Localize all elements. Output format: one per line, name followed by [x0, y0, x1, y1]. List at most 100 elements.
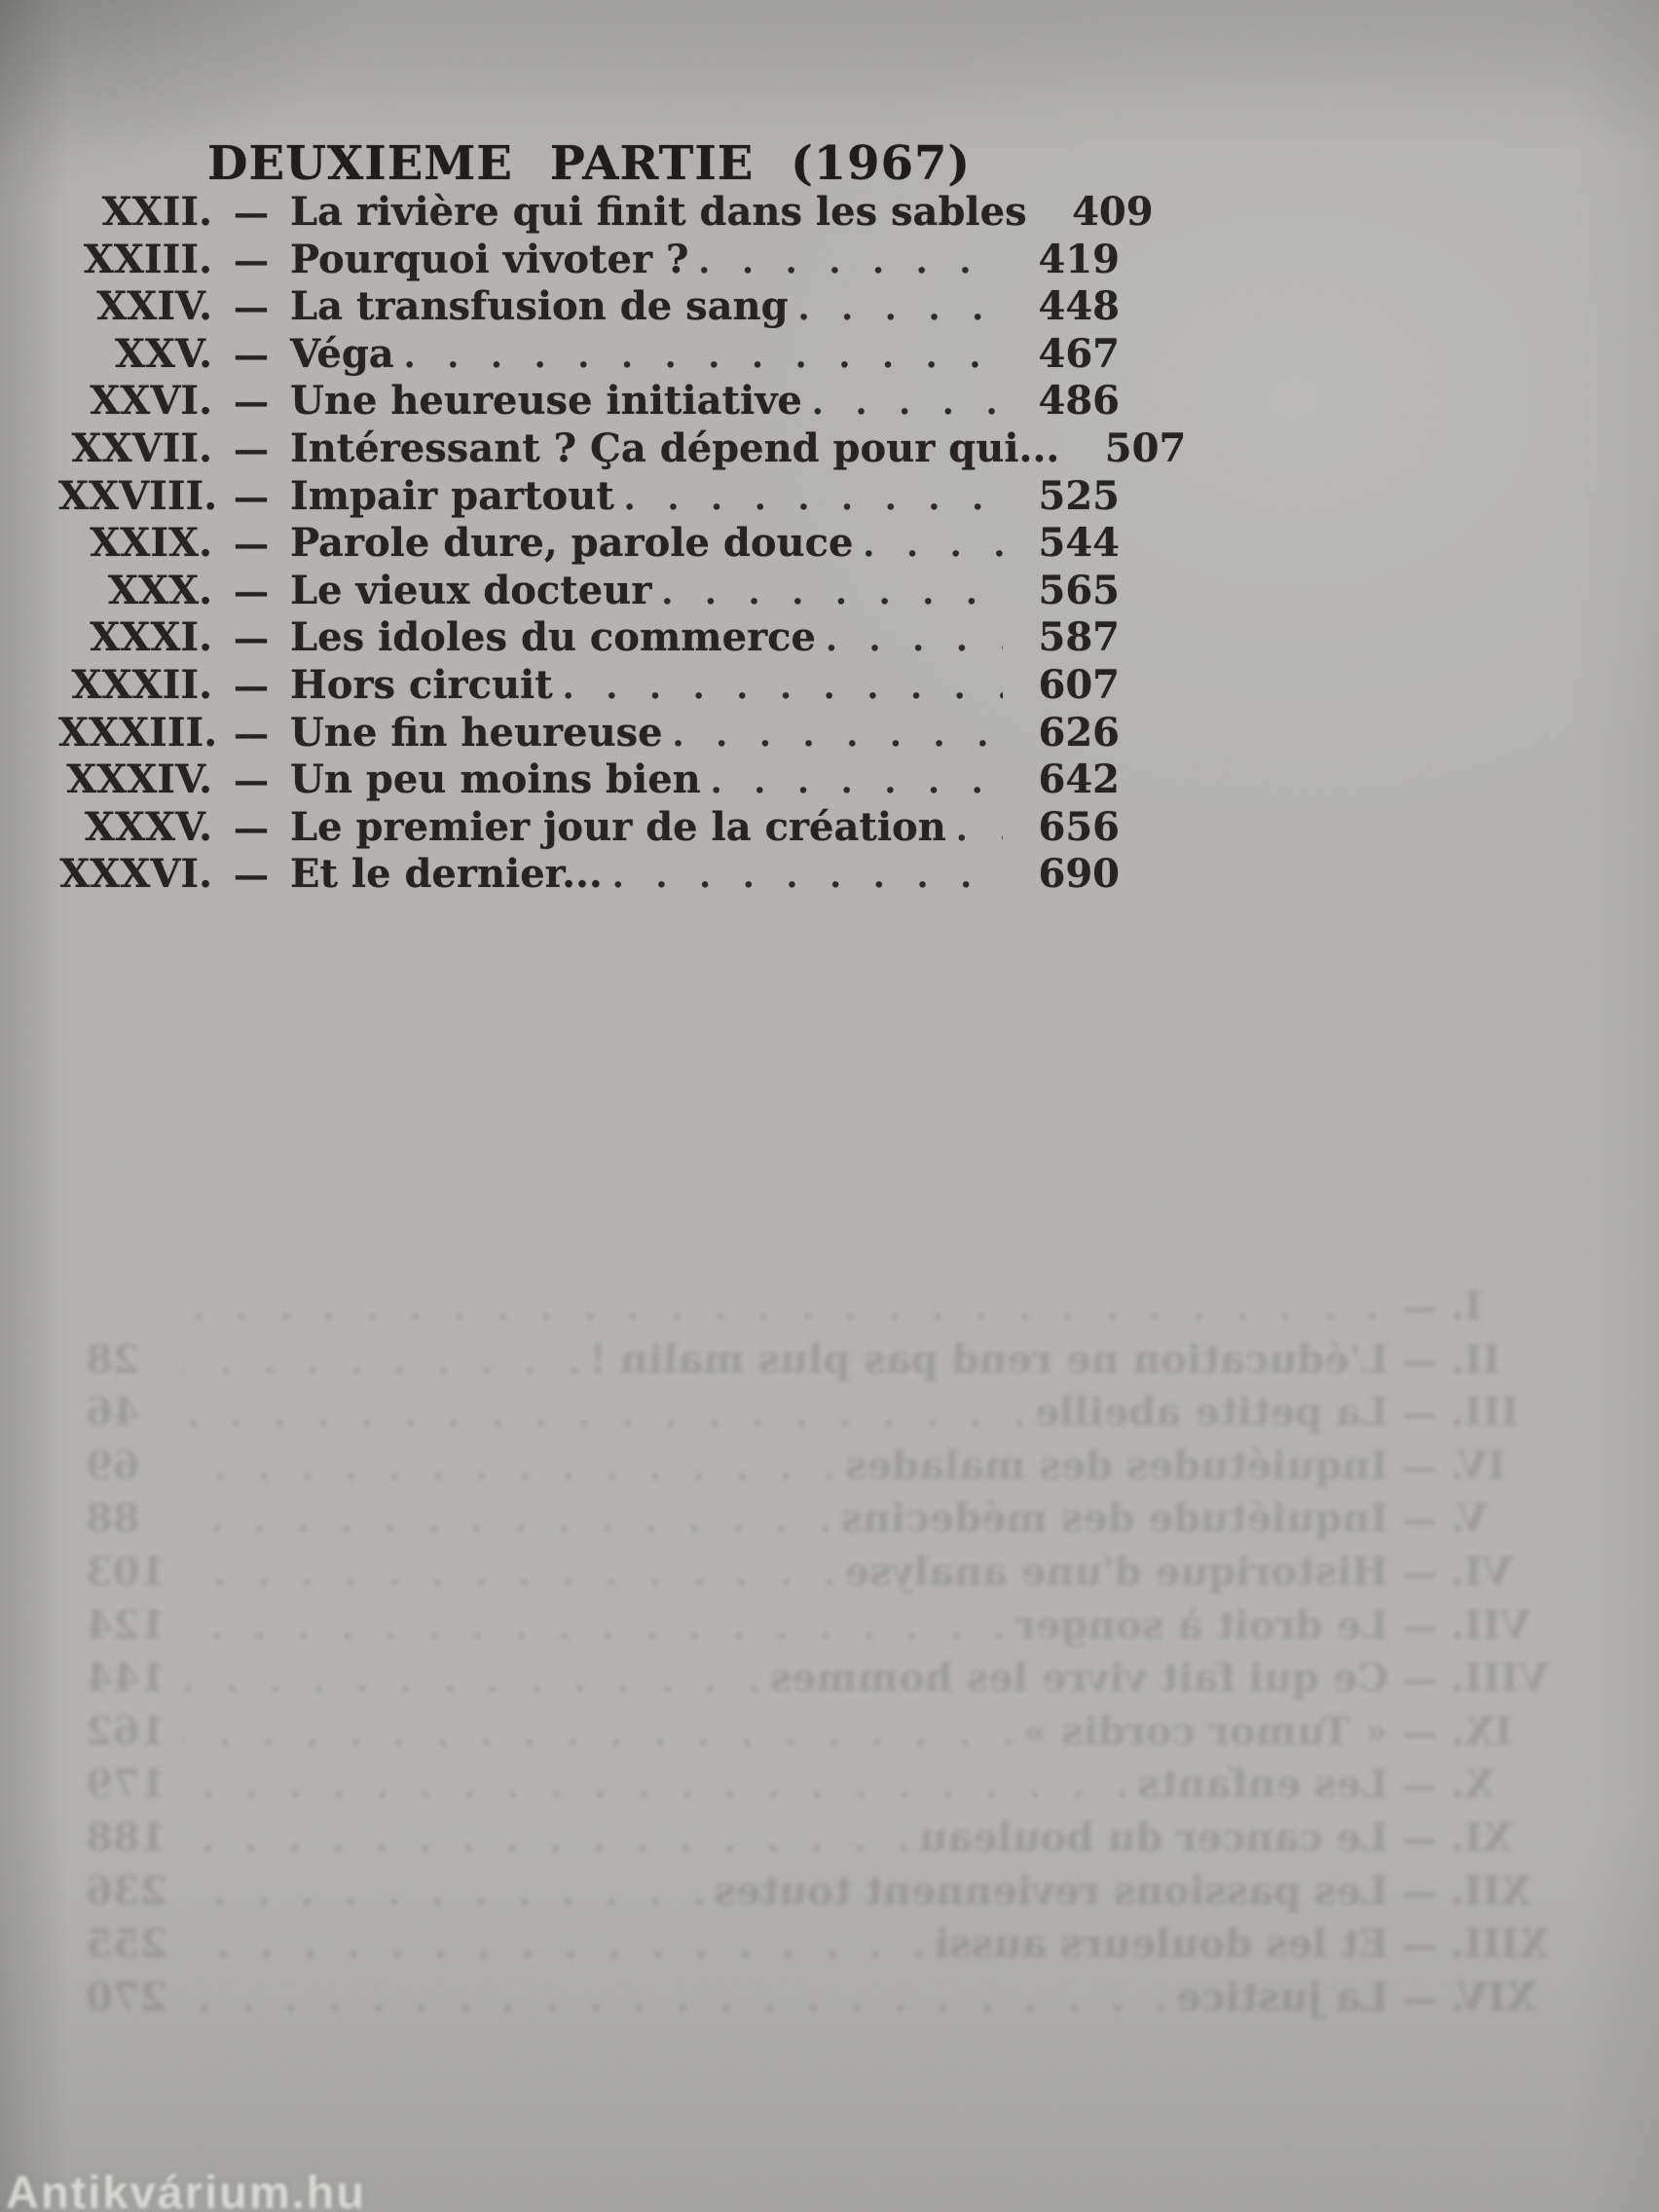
chapter-numeral: XXXI. [90, 614, 212, 661]
chapter-numeral: XXXIII. [58, 709, 218, 756]
page-number: 525 [1038, 472, 1121, 519]
page-number: 587 [1038, 614, 1121, 661]
ghost-page-number: 255 [86, 1921, 167, 1968]
dot-leader: . . . . . . . . . . . . . . . . . . . . … [661, 572, 1003, 612]
chapter-title: Pourquoi vivoter ? [290, 236, 689, 282]
ghost-toc-entry-row: II. — L'éducation ne rend pas plus malin… [86, 1337, 1577, 1390]
ghost-toc-entry-row: VIII. — Ce qui fait vivre les hommes . .… [86, 1655, 1577, 1709]
ghost-chapter-title: Le cancer du bouleau [918, 1814, 1388, 1861]
dot-leader: . . . . . . . . . . . . . . . . . . . . … [698, 241, 1003, 281]
dot-leader: . . . . . . . . . . . . . . . . . . . . … [825, 620, 1003, 660]
ghost-page-number: 144 [86, 1655, 167, 1702]
ghost-toc-entry-row: IV. — Inquiétudes des malades . . . . . … [86, 1443, 1577, 1496]
ghost-page-number: 236 [86, 1867, 167, 1914]
chapter-title: Une fin heureuse [290, 709, 663, 756]
ghost-chapter-numeral: III. [1451, 1389, 1520, 1436]
ghost-em-dash: — [1402, 1871, 1437, 1913]
ghost-dot-leader: . . . . . . . . . . . . . . . . . . . . … [183, 1395, 1025, 1435]
ghost-toc-entry-row: III. — La petite abeille . . . . . . . .… [86, 1389, 1577, 1443]
ghost-chapter-numeral: IX. [1451, 1708, 1513, 1754]
verso-showthrough-toc: I. — . . . . . . . . . . . . . . . . . .… [86, 1283, 1577, 2027]
toc-entry-row: XXVI. — Une heureuse initiative . . . . … [58, 378, 1120, 425]
dot-leader: . . . . . . . . . . . . . . . . . . . . … [710, 762, 1003, 802]
ghost-chapter-title: Historique d'une analyse [844, 1548, 1388, 1595]
dot-leader: . . . . . . . . . . . . . . . . . . . . … [955, 809, 1003, 849]
page-number: 409 [1072, 189, 1154, 235]
chapter-title: Intéressant ? Ça dépend pour qui... [290, 424, 1060, 471]
em-dash: — [234, 665, 269, 707]
ghost-chapter-title: La justice [1176, 1973, 1388, 2020]
page-number: 486 [1038, 378, 1121, 424]
toc-entry-row: XXXIII. — Une fin heureuse . . . . . . .… [58, 710, 1120, 757]
ghost-chapter-title: Inquiétude des médecins [840, 1495, 1388, 1542]
chapter-title: Le vieux docteur [290, 567, 652, 613]
chapter-numeral: XXVIII. [58, 472, 218, 519]
ghost-em-dash: — [1402, 1818, 1437, 1860]
ghost-page-number: 162 [86, 1708, 167, 1754]
ghost-chapter-numeral: IV. [1451, 1442, 1506, 1489]
ghost-toc-entry-row: XI. — Le cancer du bouleau . . . . . . .… [86, 1815, 1577, 1868]
antikvarium-watermark: Antikvárium.hu [6, 2166, 367, 2212]
ghost-chapter-numeral: XIII. [1451, 1921, 1550, 1968]
ghost-chapter-title: Inquiétudes des malades [844, 1442, 1388, 1489]
ghost-em-dash: — [1402, 1499, 1437, 1541]
ghost-em-dash: — [1402, 1287, 1437, 1328]
dot-leader: . . . . . . . . . . . . . . . . . . . . … [562, 667, 1003, 707]
dot-leader: . . . . . . . . . . . . . . . . . . . . … [403, 336, 1003, 376]
chapter-title: Une heureuse initiative [290, 378, 802, 424]
ghost-chapter-numeral: VI. [1451, 1548, 1513, 1595]
page-number: 656 [1038, 803, 1121, 850]
ghost-em-dash: — [1402, 1605, 1437, 1647]
ghost-dot-leader: . . . . . . . . . . . . . . . . . . . . … [183, 1607, 1006, 1647]
page-number: 544 [1038, 520, 1121, 567]
ghost-em-dash: — [1402, 1552, 1437, 1594]
toc-entry-row: XXX. — Le vieux docteur . . . . . . . . … [58, 568, 1120, 615]
toc-entry-row: XXXII. — Hors circuit . . . . . . . . . … [58, 662, 1120, 710]
ghost-chapter-numeral: VIII. [1451, 1655, 1550, 1702]
page-number: 607 [1038, 661, 1121, 708]
toc-entry-row: XXII. — La rivière qui finit dans les sa… [58, 189, 1154, 237]
toc-entry-row: XXXI. — Les idoles du commerce . . . . .… [58, 614, 1120, 662]
page-number: 642 [1038, 756, 1121, 803]
chapter-numeral: XXXIV. [66, 756, 212, 803]
toc-entry-row: XXVII. — Intéressant ? Ça dépend pour qu… [58, 424, 1187, 473]
ghost-dot-leader: . . . . . . . . . . . . . . . . . . . . … [183, 1767, 1128, 1807]
ghost-toc-entry-row: XIV. — La justice . . . . . . . . . . . … [86, 1974, 1577, 2028]
ghost-toc-entry-row: VII. — Le droit à songer . . . . . . . .… [86, 1603, 1577, 1656]
ghost-dot-leader: . . . . . . . . . . . . . . . . . . . . … [183, 1873, 705, 1913]
ghost-dot-leader: . . . . . . . . . . . . . . . . . . . . … [183, 1661, 760, 1701]
dot-leader: . . . . . . . . . . . . . . . . . . . . … [811, 384, 1003, 424]
ghost-chapter-numeral: I. [1451, 1283, 1483, 1329]
ghost-page-number: 179 [86, 1761, 167, 1808]
ghost-chapter-title: Les enfants [1137, 1761, 1388, 1808]
chapter-title: Les idoles du commerce [290, 614, 816, 661]
ghost-em-dash: — [1402, 1925, 1437, 1967]
ghost-chapter-numeral: VII. [1451, 1602, 1531, 1648]
chapter-numeral: XXVI. [90, 378, 212, 424]
ghost-chapter-numeral: XI. [1451, 1814, 1513, 1861]
dot-leader: . . . . . . . . . . . . . . . . . . . . … [611, 857, 1003, 897]
ghost-chapter-title: Et les douleurs aussi [934, 1921, 1388, 1968]
em-dash: — [234, 713, 269, 755]
ghost-chapter-title: Ce qui fait vivre les hommes [769, 1655, 1388, 1702]
chapter-title: La transfusion de sang [290, 283, 789, 330]
ghost-dot-leader: . . . . . . . . . . . . . . . . . . . . … [183, 1979, 1167, 2019]
em-dash: — [234, 807, 269, 849]
chapter-title: Impair partout [290, 472, 614, 519]
em-dash: — [234, 571, 269, 612]
ghost-dot-leader: . . . . . . . . . . . . . . . . . . . . … [183, 1342, 580, 1382]
ghost-chapter-numeral: V. [1451, 1495, 1488, 1542]
ghost-toc-entry-row: IX. — « Tumor cordis » . . . . . . . . .… [86, 1709, 1577, 1762]
toc-entry-row: XXIV. — La transfusion de sang . . . . .… [58, 283, 1120, 331]
ghost-toc-entry-row: I. — . . . . . . . . . . . . . . . . . .… [86, 1283, 1577, 1337]
chapter-numeral: XXXVI. [59, 851, 212, 898]
toc-entry-row: XXXV. — Le premier jour de la création .… [58, 804, 1120, 852]
chapter-numeral: XXIX. [90, 520, 212, 567]
ghost-em-dash: — [1402, 1712, 1437, 1753]
ghost-page-number: 88 [86, 1495, 140, 1542]
ghost-chapter-title: Les passions reviennent toutes [714, 1867, 1388, 1914]
em-dash: — [234, 476, 269, 518]
ghost-page-number: 124 [86, 1602, 167, 1648]
toc-entry-row: XXIII. — Pourquoi vivoter ? . . . . . . … [58, 237, 1120, 284]
